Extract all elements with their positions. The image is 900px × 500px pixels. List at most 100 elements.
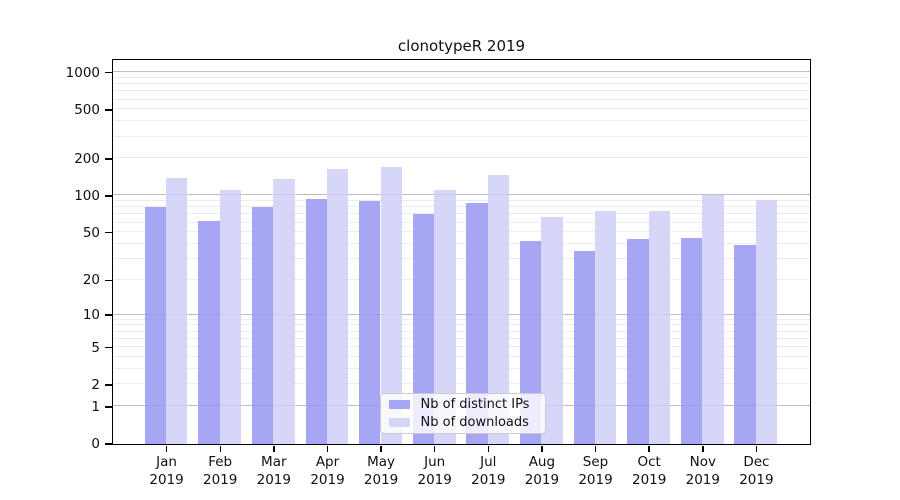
bar-downloads-jun [434, 190, 456, 444]
gridline-minor [112, 213, 810, 215]
legend-label-distinct-ips: Nb of distinct IPs [420, 396, 530, 412]
y-tick-mark [105, 279, 112, 282]
gridline-minor [112, 108, 810, 110]
x-tick-label-aug: Aug 2019 [524, 454, 560, 488]
y-tick-mark [105, 384, 112, 386]
bar-downloads-aug [541, 216, 563, 444]
bar-downloads-dec [755, 199, 778, 444]
y-tick-label: 50 [82, 224, 100, 241]
y-tick-mark [105, 346, 112, 349]
legend-item-downloads: Nb of downloads [388, 414, 537, 430]
gridline-minor [112, 135, 810, 137]
y-tick-label: 10 [82, 307, 100, 324]
gridline-minor [112, 330, 810, 332]
y-tick-mark [105, 158, 112, 160]
x-tick-label-oct: Oct 2019 [632, 454, 667, 488]
bar-distinct-ips-may [359, 201, 381, 444]
y-tick-mark [105, 71, 112, 74]
bar-downloads-nov [702, 195, 724, 444]
y-tick-label: 20 [82, 272, 100, 289]
gridline-minor [112, 278, 810, 280]
gridline-minor [112, 346, 810, 348]
x-tick-mark [755, 445, 758, 452]
x-tick-mark [219, 445, 221, 452]
gridline-major [112, 71, 810, 73]
legend-label-downloads: Nb of downloads [420, 414, 529, 430]
x-tick-mark [380, 445, 382, 452]
x-tick-label-mar: Mar 2019 [256, 454, 291, 488]
gridline-minor [112, 324, 810, 326]
x-tick-label-jul: Jul 2019 [471, 454, 506, 488]
gridline-minor [112, 337, 810, 339]
bar-distinct-ips-mar [251, 206, 274, 444]
y-tick-label: 0 [91, 436, 100, 452]
x-tick-mark [165, 445, 168, 452]
x-tick-mark [594, 445, 597, 452]
bar-distinct-ips-apr [305, 199, 327, 444]
gridline-minor [112, 98, 810, 100]
bar-downloads-jan [166, 177, 188, 444]
gridline-minor [112, 356, 810, 357]
y-tick-mark [105, 231, 112, 234]
x-tick-mark [433, 445, 436, 452]
plot-area: Nb of distinct IPs Nb of downloads [111, 58, 811, 445]
bar-distinct-ips-jul [466, 202, 488, 444]
gridline-minor [112, 206, 810, 208]
bar-distinct-ips-nov [680, 237, 703, 444]
chart-title: clonotypeR 2019 [397, 37, 526, 55]
gridline-major [112, 313, 810, 315]
gridline-minor [112, 231, 810, 233]
y-tick-mark [105, 406, 112, 408]
bar-distinct-ips-jun [412, 214, 435, 444]
bar-downloads-oct [648, 210, 671, 444]
x-tick-label-jun: Jun 2019 [417, 454, 452, 488]
gridline-minor [112, 200, 810, 201]
bar-downloads-apr [327, 168, 349, 444]
y-tick-label: 500 [74, 101, 100, 118]
bar-distinct-ips-oct [627, 238, 649, 444]
y-tick-mark [105, 443, 112, 445]
x-tick-label-sep: Sep 2019 [578, 454, 613, 488]
x-tick-label-feb: Feb 2019 [203, 454, 238, 488]
x-tick-label-dec: Dec 2019 [739, 454, 774, 488]
bar-downloads-may [380, 166, 402, 444]
legend-swatch-distinct-ips [388, 399, 410, 409]
y-tick-mark [105, 314, 112, 316]
gridline-minor [112, 90, 810, 92]
gridline-minor [112, 157, 810, 159]
y-tick-label: 5 [91, 339, 100, 356]
y-tick-label: 2 [91, 376, 100, 393]
x-tick-mark [702, 445, 704, 452]
gridline-minor [112, 318, 810, 320]
y-tick-mark [105, 195, 112, 197]
x-tick-mark [648, 445, 650, 452]
bar-downloads-mar [273, 178, 295, 444]
y-tick-label: 200 [74, 150, 100, 167]
x-tick-label-jan: Jan 2019 [149, 454, 184, 488]
gridline-minor [112, 242, 810, 244]
bar-distinct-ips-dec [734, 245, 756, 444]
x-tick-mark [326, 445, 329, 452]
x-tick-label-apr: Apr 2019 [310, 454, 345, 488]
gridline-minor [112, 120, 810, 122]
y-tick-label: 1 [91, 398, 100, 415]
x-tick-label-nov: Nov 2019 [685, 454, 720, 488]
gridline-minor [112, 221, 810, 223]
legend: Nb of distinct IPs Nb of downloads [379, 392, 546, 434]
y-tick-label: 100 [74, 187, 100, 204]
y-tick-mark [105, 109, 112, 111]
bar-distinct-ips-sep [573, 250, 595, 444]
x-tick-label-may: May 2019 [363, 454, 399, 488]
gridline-minor [112, 383, 810, 385]
x-tick-mark [541, 445, 543, 452]
bar-downloads-feb [219, 190, 242, 444]
x-tick-mark [273, 445, 275, 452]
y-tick-label: 1000 [65, 64, 100, 81]
gridline-minor [112, 368, 810, 369]
bar-distinct-ips-jan [144, 206, 167, 444]
gridline-minor [112, 76, 810, 78]
bar-downloads-sep [595, 210, 617, 444]
legend-item-distinct-ips: Nb of distinct IPs [388, 396, 537, 412]
legend-swatch-downloads [388, 417, 410, 427]
